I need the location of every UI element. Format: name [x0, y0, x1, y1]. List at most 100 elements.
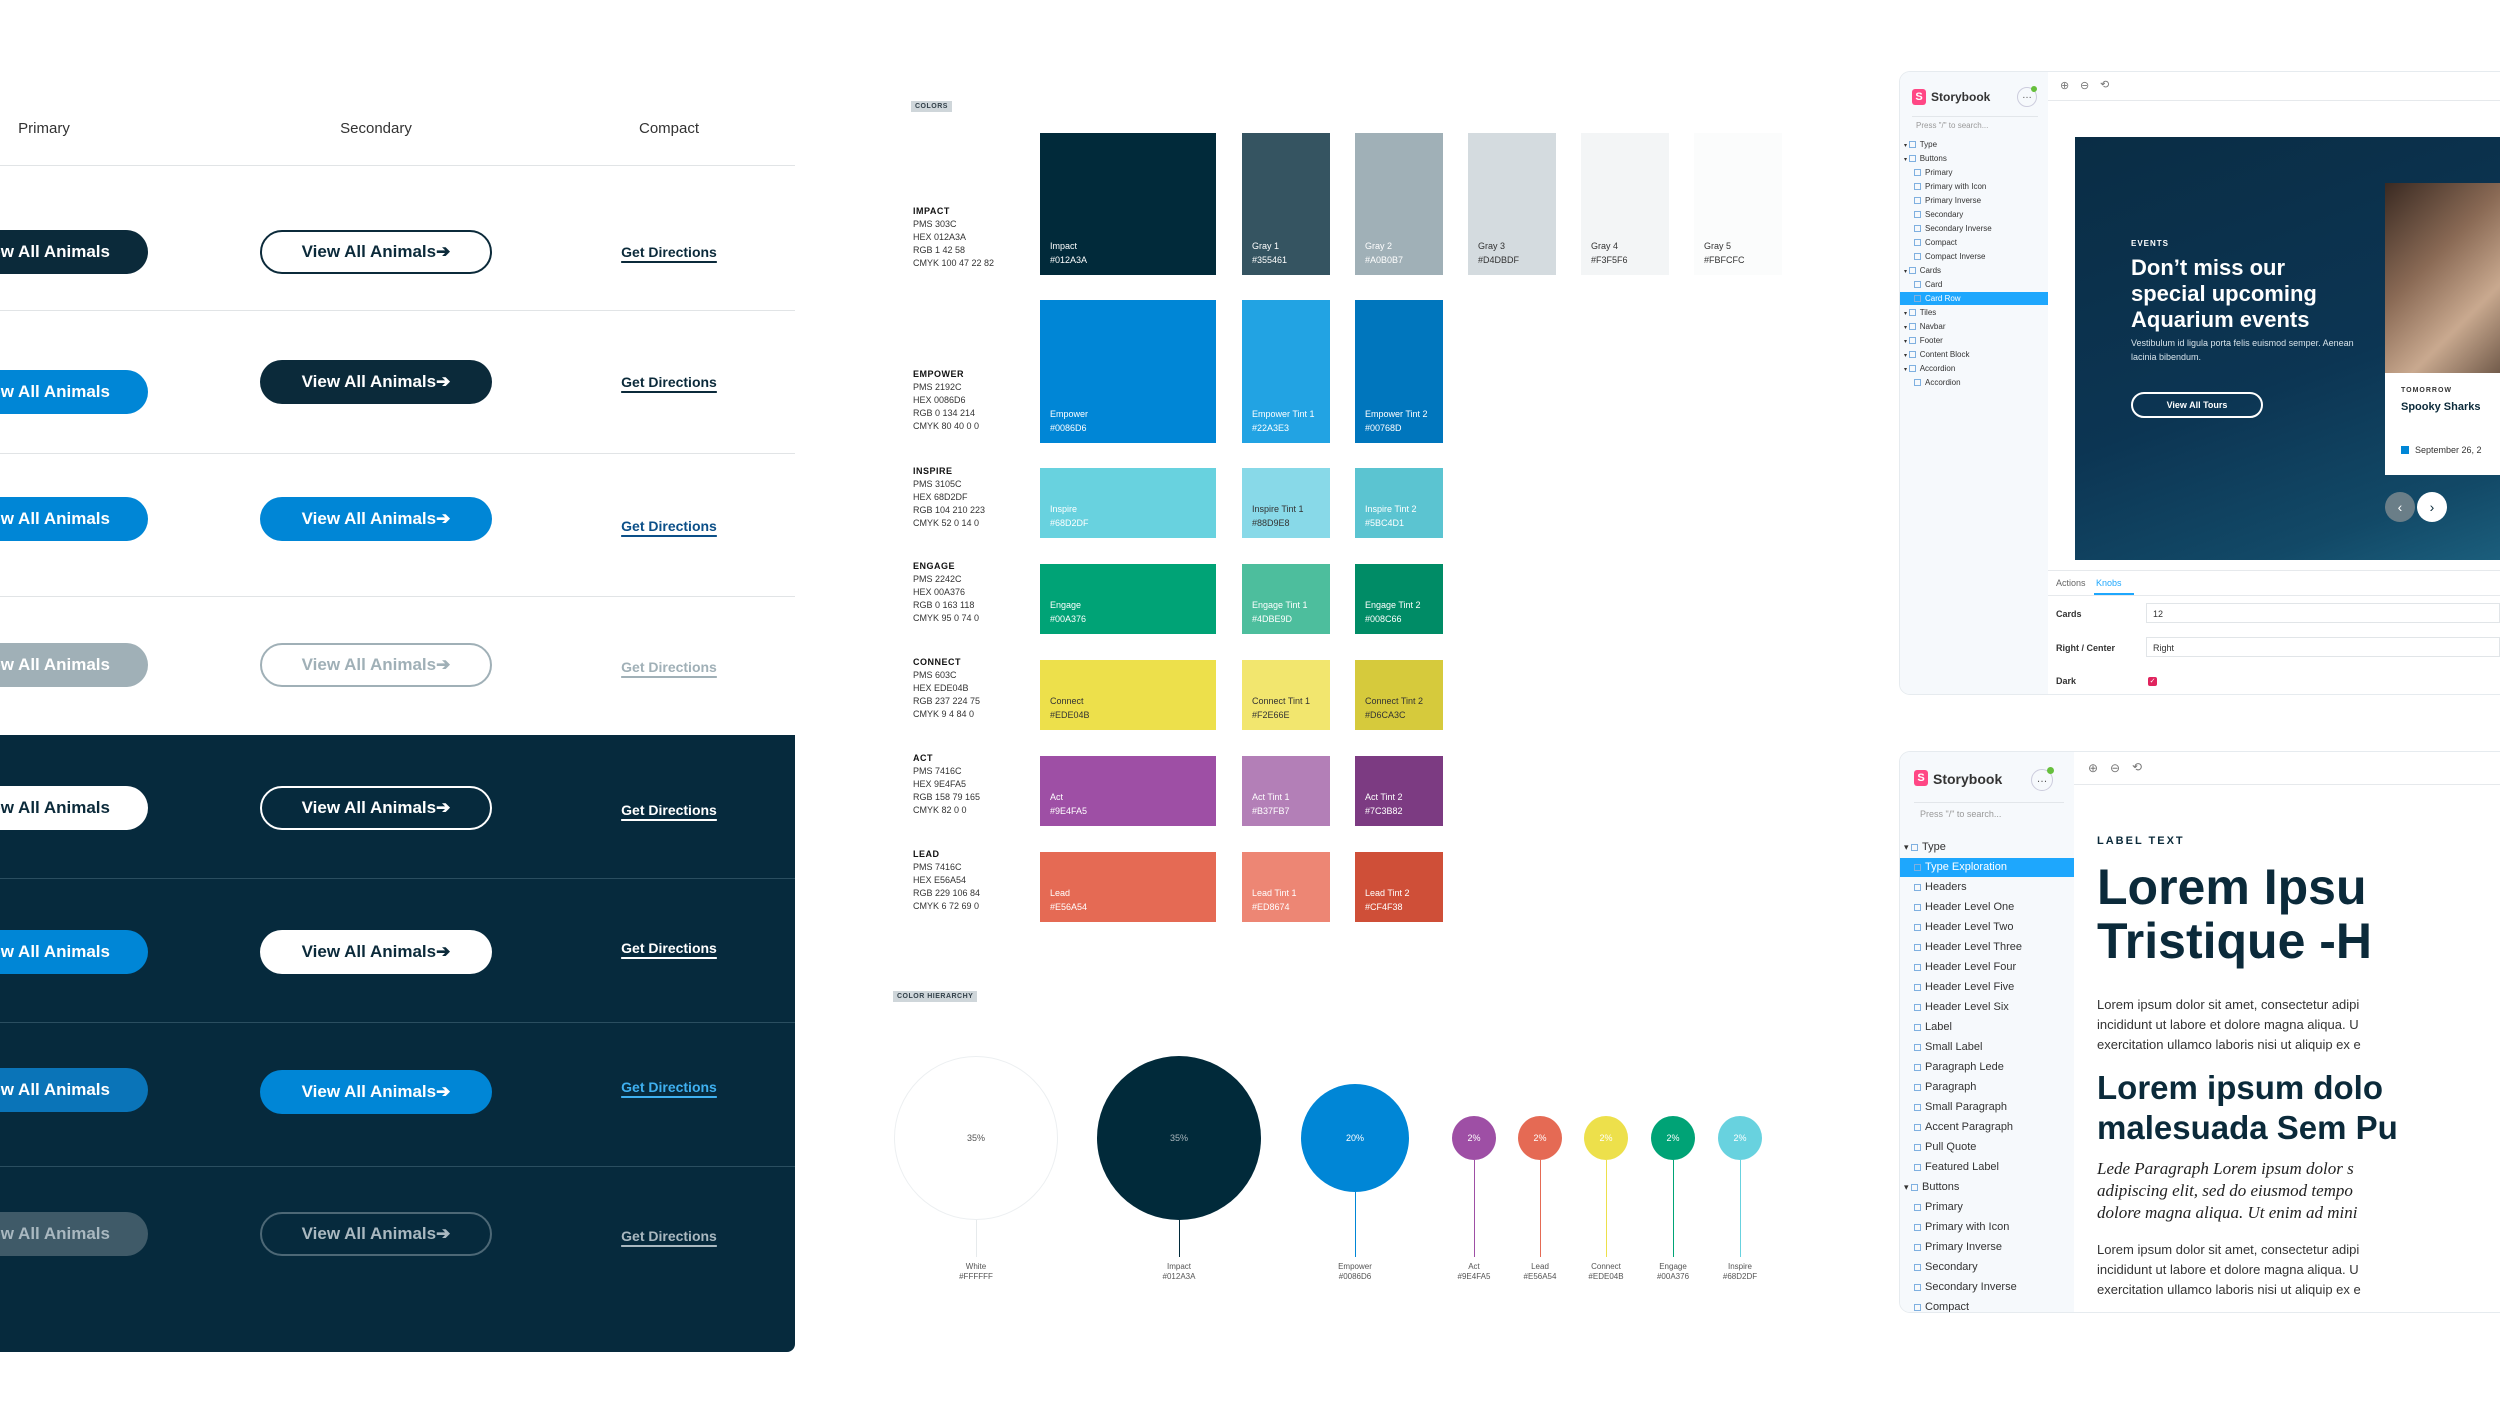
view-all-tours-button[interactable]: View All Tours: [2131, 392, 2263, 418]
compact-link-active[interactable]: Get Directions: [621, 518, 717, 534]
tree-item-paragraph-lede[interactable]: Paragraph Lede: [1914, 1058, 2004, 1077]
tree-item-paragraph[interactable]: Paragraph: [1914, 1078, 1976, 1097]
divider: [0, 453, 795, 454]
primary-inverse-button-hover[interactable]: View All Animals: [0, 930, 148, 974]
tree-item-secondary-inverse[interactable]: Secondary Inverse: [1914, 222, 1992, 235]
primary-button-hover[interactable]: View All Animals: [0, 370, 148, 414]
secondary-inverse-button-hover[interactable]: View All Animals ➔: [260, 930, 492, 974]
tree-item-buttons[interactable]: ▾ Buttons: [1904, 1181, 1960, 1193]
compact-inverse-link-hover[interactable]: Get Directions: [621, 940, 717, 956]
tree-item-header-level-four[interactable]: Header Level Four: [1914, 958, 2016, 977]
tree-item-buttons[interactable]: ▾ Buttons: [1904, 154, 1947, 163]
tree-item-compact[interactable]: Compact: [1914, 1298, 1969, 1312]
search-input[interactable]: Press "/" to search...: [1920, 809, 2002, 819]
chevron-down-icon: ▾: [1904, 339, 1909, 345]
tree-item-footer[interactable]: ▾ Footer: [1904, 336, 1943, 345]
menu-icon[interactable]: …: [2031, 769, 2053, 791]
tree-item-header-level-five[interactable]: Header Level Five: [1914, 978, 2014, 997]
tree-item-primary-with-icon[interactable]: Primary with Icon: [1914, 1218, 2009, 1237]
zoom-reset-icon[interactable]: ⟲: [2100, 79, 2110, 91]
storybook-sidebar: S Storybook … Press "/" to search... ▾ T…: [1900, 752, 2074, 1312]
tree-item-header-level-two[interactable]: Header Level Two: [1914, 918, 2013, 937]
secondary-button-hover[interactable]: View All Animals ➔: [260, 360, 492, 404]
tree-item-type[interactable]: ▾ Type: [1904, 841, 1946, 853]
tree-item-content-block[interactable]: ▾ Content Block: [1904, 350, 1970, 359]
hierarchy-circle-act: 2%: [1452, 1116, 1496, 1160]
tree-item-secondary[interactable]: Secondary: [1914, 208, 1963, 221]
compact-inverse-link-disabled[interactable]: Get Directions: [621, 1228, 717, 1244]
hierarchy-circle-white: 35%: [894, 1056, 1058, 1220]
menu-icon[interactable]: …: [2017, 87, 2037, 107]
primary-inverse-button[interactable]: View All Animals: [0, 786, 148, 830]
tree-item-compact[interactable]: Compact: [1914, 236, 1957, 249]
zoom-in-icon[interactable]: ⊕: [2088, 761, 2099, 775]
secondary-inverse-button-disabled[interactable]: View All Animals ➔: [260, 1212, 492, 1256]
folder-icon: [1908, 337, 1916, 345]
tree-item-accordion[interactable]: Accordion: [1914, 376, 1961, 389]
story-icon: [1914, 295, 1921, 303]
tree-item-compact-inverse[interactable]: Compact Inverse: [1914, 250, 1985, 263]
tree-item-primary[interactable]: Primary: [1914, 1198, 1963, 1217]
carousel-prev-button[interactable]: ‹: [2385, 492, 2415, 522]
tree-item-card-row[interactable]: Card Row: [1900, 292, 2048, 305]
tab-knobs[interactable]: Knobs: [2096, 578, 2122, 588]
compact-link-disabled[interactable]: Get Directions: [621, 659, 717, 675]
tree-item-primary[interactable]: Primary: [1914, 166, 1953, 179]
knob-input-cards[interactable]: 12: [2146, 603, 2500, 623]
tree-item-type-exploration[interactable]: Type Exploration: [1900, 858, 2074, 877]
primary-inverse-button-disabled[interactable]: View All Animals: [0, 1212, 148, 1256]
tree-item-secondary-inverse[interactable]: Secondary Inverse: [1914, 1278, 2017, 1297]
primary-button-active[interactable]: View All Animals: [0, 497, 148, 541]
tree-item-navbar[interactable]: ▾ Navbar: [1904, 322, 1946, 331]
tree-item-card[interactable]: Card: [1914, 278, 1942, 291]
zoom-in-icon[interactable]: ⊕: [2060, 80, 2070, 92]
tree-item-cards[interactable]: ▾ Cards: [1904, 266, 1942, 275]
carousel-next-button[interactable]: ›: [2417, 492, 2447, 522]
event-card[interactable]: TOMORROW Spooky Sharks September 26, 2: [2385, 183, 2500, 475]
tree-item-primary-inverse[interactable]: Primary Inverse: [1914, 1238, 2002, 1257]
tree-item-tiles[interactable]: ▾ Tiles: [1904, 308, 1937, 317]
compact-inverse-link[interactable]: Get Directions: [621, 802, 717, 818]
story-icon: [1914, 211, 1921, 219]
divider: [1914, 802, 2064, 803]
zoom-out-icon[interactable]: ⊖: [2080, 80, 2090, 92]
search-input[interactable]: Press "/" to search...: [1916, 121, 1989, 130]
tree-item-type[interactable]: ▾ Type: [1904, 140, 1938, 149]
tree-item-label[interactable]: Label: [1914, 1018, 1952, 1037]
tree-item-small-label[interactable]: Small Label: [1914, 1038, 1982, 1057]
compact-inverse-link-active[interactable]: Get Directions: [621, 1079, 717, 1095]
tree-item-small-paragraph[interactable]: Small Paragraph: [1914, 1098, 2007, 1117]
color-info-engage: ENGAGE PMS 2242C HEX 00A376 RGB 0 163 118 CM…: [913, 561, 980, 623]
knob-checkbox-dark[interactable]: ✓: [2148, 677, 2157, 686]
tree-item-header-level-three[interactable]: Header Level Three: [1914, 938, 2022, 957]
tree-item-featured-label[interactable]: Featured Label: [1914, 1158, 1999, 1177]
tree-item-primary-inverse[interactable]: Primary Inverse: [1914, 194, 1981, 207]
tree-item-primary-with-icon[interactable]: Primary with Icon: [1914, 180, 1986, 193]
tree-item-secondary[interactable]: Secondary: [1914, 1258, 1978, 1277]
tree-item-header-level-one[interactable]: Header Level One: [1914, 898, 2014, 917]
compact-link-hover[interactable]: Get Directions: [621, 374, 717, 390]
tree-item-accent-paragraph[interactable]: Accent Paragraph: [1914, 1118, 2013, 1137]
tab-indicator: [2094, 593, 2134, 595]
tree-item-headers[interactable]: Headers: [1914, 878, 1967, 897]
primary-button-disabled[interactable]: View All Animals: [0, 643, 148, 687]
knob-select-alignment[interactable]: Right: [2146, 637, 2500, 657]
tree-item-pull-quote[interactable]: Pull Quote: [1914, 1138, 1976, 1157]
zoom-out-icon[interactable]: ⊖: [2110, 761, 2121, 775]
primary-inverse-button-active[interactable]: View All Animals: [0, 1068, 148, 1112]
secondary-button[interactable]: View All Animals ➔: [260, 230, 492, 274]
chevron-down-icon: ▾: [1904, 269, 1909, 275]
secondary-button-disabled[interactable]: View All Animals ➔: [260, 643, 492, 687]
compact-link[interactable]: Get Directions: [621, 244, 717, 260]
tree-item-header-level-six[interactable]: Header Level Six: [1914, 998, 2009, 1017]
secondary-inverse-button-active[interactable]: View All Animals ➔: [260, 1070, 492, 1114]
divider: [0, 596, 795, 597]
swatch-lead-tint-1: Lead Tint 1 #ED8674: [1242, 852, 1330, 922]
primary-button[interactable]: View All Animals: [0, 230, 148, 274]
secondary-inverse-button[interactable]: View All Animals ➔: [260, 786, 492, 830]
zoom-reset-icon[interactable]: ⟲: [2132, 760, 2143, 774]
tree-item-accordion[interactable]: ▾ Accordion: [1904, 364, 1956, 373]
secondary-button-active[interactable]: View All Animals ➔: [260, 497, 492, 541]
story-icon: [1914, 1083, 1921, 1091]
tab-actions[interactable]: Actions: [2056, 578, 2086, 588]
